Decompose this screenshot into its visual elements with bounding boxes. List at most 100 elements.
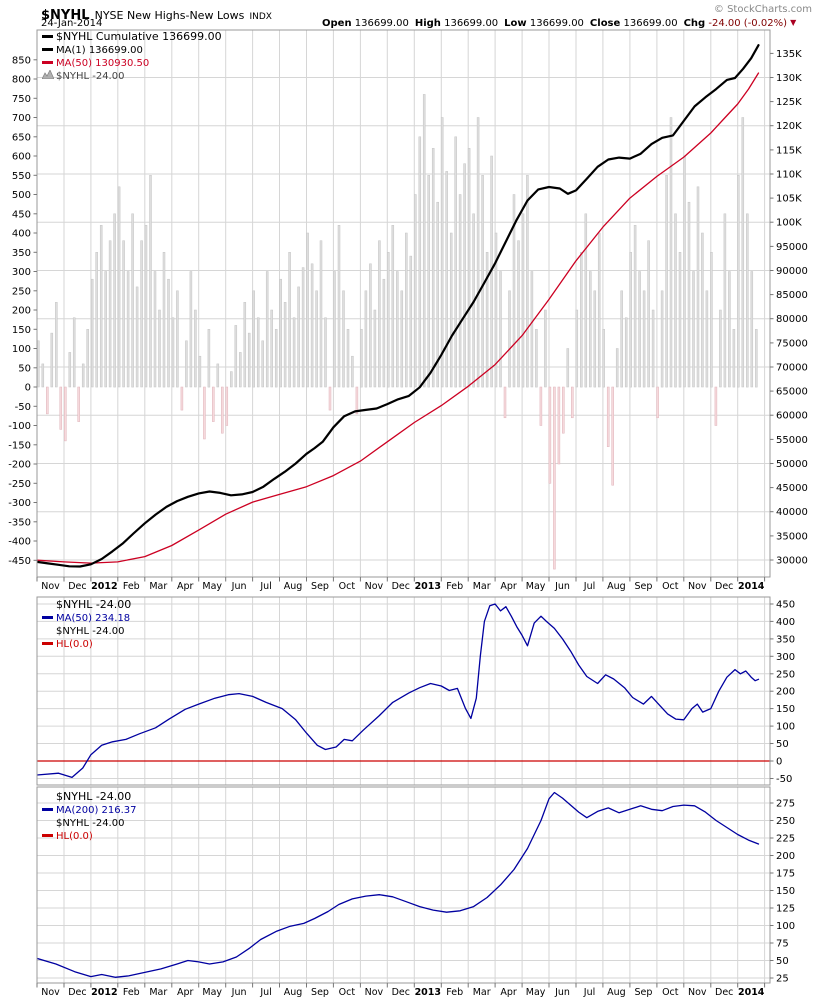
- svg-text:600: 600: [12, 152, 31, 163]
- svg-text:800: 800: [12, 75, 31, 86]
- svg-text:100: 100: [12, 344, 31, 355]
- svg-text:130K: 130K: [776, 73, 802, 84]
- svg-text:Oct: Oct: [339, 581, 356, 592]
- chg-label: Chg: [683, 18, 706, 29]
- svg-text:175: 175: [776, 869, 795, 880]
- svg-text:Aug: Aug: [607, 581, 626, 592]
- svg-text:2012: 2012: [91, 987, 117, 998]
- svg-text:Dec: Dec: [715, 581, 733, 592]
- svg-text:-300: -300: [8, 498, 31, 509]
- svg-text:400: 400: [12, 229, 31, 240]
- high-label: High: [414, 18, 441, 29]
- bot-legend-title: $NYHL -24.00: [56, 790, 132, 803]
- svg-text:300: 300: [776, 652, 795, 663]
- svg-text:0: 0: [25, 383, 31, 394]
- svg-text:Feb: Feb: [123, 581, 140, 592]
- svg-text:60000: 60000: [776, 411, 808, 422]
- svg-text:450: 450: [12, 209, 31, 220]
- svg-text:70000: 70000: [776, 363, 808, 374]
- svg-text:2012: 2012: [91, 581, 117, 592]
- svg-text:50000: 50000: [776, 459, 808, 470]
- svg-text:50: 50: [18, 363, 31, 374]
- svg-text:Nov: Nov: [688, 987, 707, 998]
- svg-text:Oct: Oct: [662, 987, 679, 998]
- svg-text:225: 225: [776, 834, 795, 845]
- svg-text:Nov: Nov: [41, 581, 60, 592]
- svg-text:50: 50: [776, 956, 789, 967]
- svg-text:-450: -450: [8, 556, 31, 567]
- svg-text:Sep: Sep: [634, 581, 652, 592]
- svg-text:150: 150: [776, 704, 795, 715]
- svg-text:80000: 80000: [776, 314, 808, 325]
- svg-text:2014: 2014: [738, 987, 765, 998]
- svg-text:Nov: Nov: [41, 987, 60, 998]
- low-label: Low: [504, 18, 527, 29]
- svg-text:200: 200: [776, 851, 795, 862]
- svg-text:150: 150: [12, 325, 31, 336]
- close-value: 136699.00: [623, 18, 678, 29]
- svg-text:-50: -50: [15, 402, 31, 413]
- chart-date: 24-Jan-2014: [41, 18, 103, 29]
- svg-text:Jul: Jul: [583, 581, 595, 592]
- svg-text:Mar: Mar: [149, 987, 167, 998]
- low-value: 136699.00: [529, 18, 584, 29]
- svg-text:25: 25: [776, 974, 789, 985]
- svg-text:Dec: Dec: [392, 581, 410, 592]
- svg-text:Aug: Aug: [284, 581, 303, 592]
- svg-text:May: May: [202, 987, 222, 998]
- svg-text:75000: 75000: [776, 338, 808, 349]
- svg-text:Dec: Dec: [68, 581, 86, 592]
- copyright: © StockCharts.com: [713, 4, 812, 15]
- ma1-line-swatch-icon: [42, 48, 53, 51]
- svg-text:Dec: Dec: [68, 987, 86, 998]
- legend-cumulative: $NYHL Cumulative 136699.00: [56, 30, 222, 43]
- svg-text:Mar: Mar: [149, 581, 167, 592]
- svg-text:125: 125: [776, 904, 795, 915]
- svg-text:35000: 35000: [776, 531, 808, 542]
- svg-text:Apr: Apr: [500, 987, 517, 998]
- svg-text:500: 500: [12, 190, 31, 201]
- svg-text:Jun: Jun: [231, 581, 247, 592]
- svg-text:275: 275: [776, 799, 795, 810]
- svg-text:-250: -250: [8, 479, 31, 490]
- ma50-line-swatch-icon: [42, 61, 53, 64]
- svg-text:65000: 65000: [776, 387, 808, 398]
- svg-text:Jun: Jun: [231, 987, 247, 998]
- svg-text:250: 250: [776, 669, 795, 680]
- svg-text:95000: 95000: [776, 242, 808, 253]
- svg-text:150: 150: [776, 886, 795, 897]
- open-value: 136699.00: [354, 18, 409, 29]
- svg-text:85000: 85000: [776, 290, 808, 301]
- svg-text:2013: 2013: [415, 987, 441, 998]
- svg-text:Nov: Nov: [365, 987, 384, 998]
- svg-text:55000: 55000: [776, 435, 808, 446]
- high-value: 136699.00: [444, 18, 499, 29]
- chg-value: -24.00 (-0.02%): [708, 18, 787, 29]
- svg-text:-50: -50: [776, 774, 792, 785]
- svg-text:90000: 90000: [776, 266, 808, 277]
- main-histogram: [37, 94, 758, 570]
- svg-text:Sep: Sep: [634, 987, 652, 998]
- svg-text:200: 200: [776, 687, 795, 698]
- svg-text:250: 250: [12, 286, 31, 297]
- svg-text:Feb: Feb: [123, 987, 140, 998]
- svg-text:Sep: Sep: [311, 581, 329, 592]
- svg-text:Mar: Mar: [473, 581, 491, 592]
- main-cumulative-line: [37, 44, 760, 568]
- bot-ma200-line: [37, 791, 760, 978]
- mid-ma50-line: [37, 603, 760, 779]
- svg-text:650: 650: [12, 132, 31, 143]
- bot-ma200-line-swatch-icon: [42, 808, 53, 811]
- svg-text:Jun: Jun: [554, 581, 570, 592]
- symbol-name: NYSE New Highs-New Lows: [94, 9, 245, 22]
- change-down-triangle-icon: ▼: [790, 18, 797, 27]
- svg-text:350: 350: [12, 248, 31, 259]
- svg-text:Feb: Feb: [446, 987, 463, 998]
- svg-text:850: 850: [12, 55, 31, 66]
- cumulative-line-swatch-icon: [42, 35, 53, 38]
- bottom-chart-legend: $NYHL -24.00 MA(200) 216.37 $NYHL -24.00…: [42, 790, 137, 843]
- svg-text:100: 100: [776, 921, 795, 932]
- close-label: Close: [589, 18, 621, 29]
- svg-text:200: 200: [12, 306, 31, 317]
